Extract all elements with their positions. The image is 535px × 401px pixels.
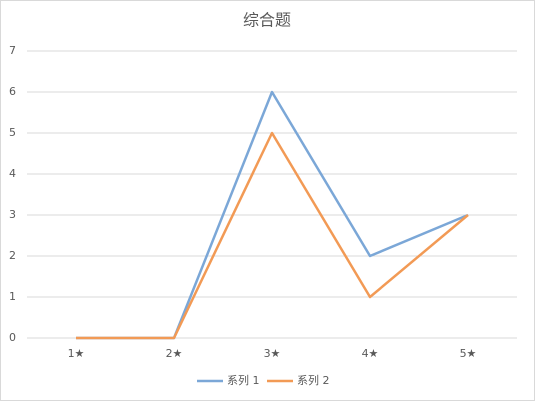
y-tick-label: 4 — [9, 167, 16, 180]
y-tick-label: 0 — [9, 331, 16, 344]
x-tick-label: 5★ — [460, 347, 477, 360]
x-tick-label: 4★ — [362, 347, 379, 360]
y-tick-label: 3 — [9, 208, 16, 221]
legend-label: 系列 1 — [227, 373, 260, 387]
x-tick-label: 2★ — [166, 347, 183, 360]
legend-label: 系列 2 — [297, 373, 330, 387]
y-tick-label: 1 — [9, 290, 16, 303]
y-tick-label: 2 — [9, 249, 16, 262]
y-tick-label: 6 — [9, 85, 16, 98]
x-tick-label: 1★ — [68, 347, 85, 360]
x-tick-label: 3★ — [264, 347, 281, 360]
chart-title: 综合题 — [243, 11, 291, 30]
series-line — [76, 131, 469, 340]
y-tick-label: 7 — [9, 44, 16, 57]
y-tick-label: 5 — [9, 126, 16, 139]
